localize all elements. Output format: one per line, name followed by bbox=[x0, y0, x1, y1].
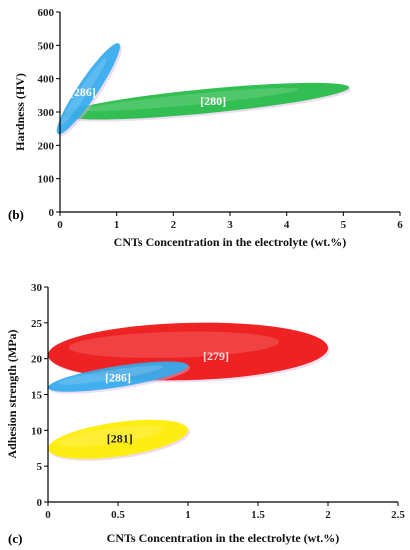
x-tick-label: 1.5 bbox=[251, 509, 265, 521]
x-tick-label: 1 bbox=[114, 219, 120, 231]
x-tick-label: 0 bbox=[57, 219, 63, 231]
region-label: [280] bbox=[200, 94, 226, 108]
x-tick-label: 1 bbox=[185, 509, 191, 521]
region-highlight bbox=[60, 57, 107, 126]
x-axis-label-c: CNTs Concentration in the electrolyte (w… bbox=[107, 531, 340, 545]
x-tick-label: 5 bbox=[341, 219, 347, 231]
y-tick-label: 25 bbox=[31, 318, 43, 330]
y-tick-label: 300 bbox=[38, 107, 55, 119]
y-tick-label: 15 bbox=[31, 390, 43, 402]
hardness-chart: (b) [280] [286] 0 1 2 3 4 5 6 0 100 200 300 400 500 60… bbox=[8, 7, 403, 249]
y-tick-label: 600 bbox=[38, 7, 55, 19]
x-tick-label: 2 bbox=[171, 219, 177, 231]
region-label: [286] bbox=[105, 371, 131, 385]
x-tick-label: 0 bbox=[45, 509, 51, 521]
region-ellipse bbox=[62, 82, 350, 120]
x-tick-label: 6 bbox=[397, 219, 403, 231]
x-axis-label-b: CNTs Concentration in the electrolyte (w… bbox=[114, 235, 347, 249]
region-ellipse bbox=[47, 419, 189, 459]
y-tick-label: 400 bbox=[38, 74, 55, 86]
region-highlight bbox=[84, 87, 299, 112]
y-tick-label: 100 bbox=[38, 174, 55, 186]
y-tick-label: 5 bbox=[37, 461, 43, 473]
region-b-1: [286] bbox=[56, 43, 122, 137]
x-tick-label: 2 bbox=[325, 509, 331, 521]
region-highlight bbox=[68, 331, 279, 358]
region-highlight bbox=[58, 365, 164, 385]
region-label: [286] bbox=[70, 85, 96, 99]
x-tick-label: 2.5 bbox=[391, 509, 405, 521]
y-tick-label: 200 bbox=[38, 140, 55, 152]
y-tick-label: 0 bbox=[37, 497, 43, 509]
y-tick-label: 30 bbox=[31, 282, 43, 294]
y-tick-label: 500 bbox=[38, 40, 55, 52]
region-c-1: [286] bbox=[47, 361, 191, 394]
x-tick-label: 3 bbox=[227, 219, 233, 231]
y-axis-label-b: Hardness (HV) bbox=[13, 73, 27, 151]
region-label: [281] bbox=[107, 431, 133, 445]
region-b-0: [280] bbox=[62, 82, 352, 122]
region-ellipse bbox=[47, 361, 189, 392]
adhesion-chart: (c) [279] [286] [281] 0 0.5 1 1.5 2 2.5 0 5 10 15 20… bbox=[5, 282, 405, 546]
panel-label-b: (b) bbox=[8, 207, 24, 222]
y-axis-label-c: Adhesion strength (MPa) bbox=[5, 329, 19, 458]
x-tick-label: 0.5 bbox=[111, 509, 125, 521]
region-ellipse bbox=[56, 43, 120, 135]
y-tick-label: 20 bbox=[31, 354, 43, 366]
panel-label-c: (c) bbox=[8, 531, 22, 546]
y-tick-label: 0 bbox=[49, 207, 55, 219]
y-tick-label: 10 bbox=[31, 425, 43, 437]
x-tick-label: 4 bbox=[284, 219, 290, 231]
region-label: [279] bbox=[203, 349, 229, 363]
region-highlight bbox=[57, 425, 163, 447]
region-c-2: [281] bbox=[47, 419, 191, 461]
